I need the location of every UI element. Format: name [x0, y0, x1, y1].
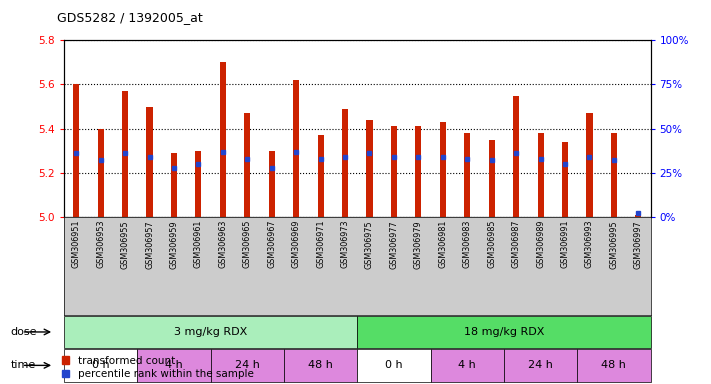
Bar: [137, 349, 210, 382]
Text: GSM306987: GSM306987: [512, 220, 520, 268]
Bar: [538, 133, 544, 217]
Bar: [293, 80, 299, 217]
Bar: [611, 133, 617, 217]
Text: dose: dose: [11, 327, 37, 337]
Text: 48 h: 48 h: [308, 360, 333, 371]
Text: GSM306969: GSM306969: [292, 220, 301, 268]
Bar: [64, 316, 358, 348]
Text: GSM306971: GSM306971: [316, 220, 325, 268]
Text: 0 h: 0 h: [92, 360, 109, 371]
Text: GSM306989: GSM306989: [536, 220, 545, 268]
Text: GSM306973: GSM306973: [341, 220, 350, 268]
Bar: [220, 62, 226, 217]
Bar: [269, 151, 274, 217]
Text: GSM306995: GSM306995: [609, 220, 619, 268]
Text: 24 h: 24 h: [528, 360, 553, 371]
Bar: [358, 349, 431, 382]
Text: GSM306997: GSM306997: [634, 220, 643, 268]
Bar: [210, 349, 284, 382]
Bar: [122, 91, 128, 217]
Bar: [284, 349, 358, 382]
Bar: [64, 349, 137, 382]
Text: GDS5282 / 1392005_at: GDS5282 / 1392005_at: [57, 12, 203, 25]
Bar: [342, 109, 348, 217]
Text: GSM306961: GSM306961: [194, 220, 203, 268]
Bar: [562, 142, 568, 217]
Bar: [513, 96, 519, 217]
Text: 4 h: 4 h: [459, 360, 476, 371]
Text: 3 mg/kg RDX: 3 mg/kg RDX: [174, 327, 247, 337]
Text: GSM306965: GSM306965: [242, 220, 252, 268]
Text: GSM306959: GSM306959: [169, 220, 178, 268]
Text: 0 h: 0 h: [385, 360, 402, 371]
Bar: [73, 84, 79, 217]
Bar: [391, 126, 397, 217]
Text: GSM306953: GSM306953: [96, 220, 105, 268]
Text: GSM306977: GSM306977: [390, 220, 398, 268]
Bar: [440, 122, 446, 217]
Bar: [504, 349, 577, 382]
Bar: [636, 215, 641, 217]
Text: GSM306955: GSM306955: [121, 220, 129, 268]
Bar: [587, 113, 592, 217]
Text: GSM306993: GSM306993: [585, 220, 594, 268]
Text: 48 h: 48 h: [602, 360, 626, 371]
Bar: [146, 107, 153, 217]
Bar: [415, 126, 422, 217]
Text: GSM306963: GSM306963: [218, 220, 228, 268]
Text: GSM306991: GSM306991: [560, 220, 570, 268]
Text: time: time: [11, 360, 36, 371]
Bar: [577, 349, 651, 382]
Bar: [358, 316, 651, 348]
Legend: transformed count, percentile rank within the sample: transformed count, percentile rank withi…: [62, 356, 254, 379]
Text: 18 mg/kg RDX: 18 mg/kg RDX: [464, 327, 544, 337]
Text: 24 h: 24 h: [235, 360, 260, 371]
Text: GSM306981: GSM306981: [438, 220, 447, 268]
Bar: [464, 133, 470, 217]
Bar: [97, 129, 104, 217]
Text: GSM306967: GSM306967: [267, 220, 277, 268]
Bar: [171, 153, 177, 217]
Bar: [431, 349, 504, 382]
Text: GSM306957: GSM306957: [145, 220, 154, 268]
Bar: [488, 140, 495, 217]
Bar: [245, 113, 250, 217]
Bar: [366, 120, 373, 217]
Text: GSM306979: GSM306979: [414, 220, 423, 268]
Text: GSM306983: GSM306983: [463, 220, 472, 268]
Text: GSM306975: GSM306975: [365, 220, 374, 268]
Text: 4 h: 4 h: [165, 360, 183, 371]
Text: GSM306951: GSM306951: [72, 220, 81, 268]
Text: GSM306985: GSM306985: [487, 220, 496, 268]
Bar: [196, 151, 201, 217]
Bar: [318, 135, 324, 217]
